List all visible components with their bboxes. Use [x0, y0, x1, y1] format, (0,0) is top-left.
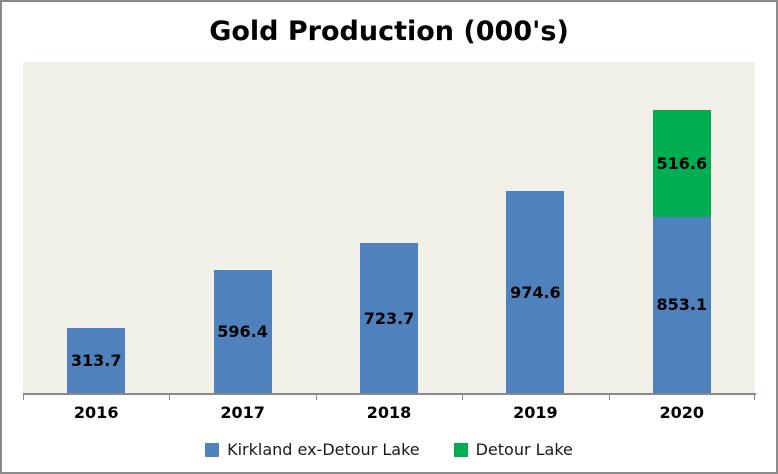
legend-marker-detour: [453, 442, 468, 457]
x-axis-line: [23, 393, 756, 395]
x-axis-label-2017: 2017: [220, 403, 265, 422]
axis-tick: [169, 395, 171, 400]
bar-segment-2020-kirkland: 853.1: [652, 216, 711, 393]
legend-marker-kirkland: [205, 442, 220, 457]
chart-title: Gold Production (000's): [209, 16, 569, 47]
bar-segment-2018-kirkland: 723.7: [360, 243, 418, 393]
axis-tick: [754, 395, 755, 400]
data-label: 596.4: [217, 321, 268, 341]
bar-segment-2019-kirkland: 974.6: [506, 191, 565, 393]
data-label: 516.6: [656, 153, 708, 173]
bar-segment-2016-kirkland: 313.7: [67, 328, 126, 393]
data-label: 853.1: [656, 295, 708, 315]
chart-legend: Kirkland ex-Detour Lake Detour Lake: [2, 440, 776, 459]
axis-tick: [315, 395, 317, 400]
axis-tick: [462, 395, 464, 400]
legend-label: Detour Lake: [475, 440, 573, 459]
bar-segment-2017-kirkland: 596.4: [213, 269, 272, 393]
data-label: 974.6: [510, 282, 561, 302]
bar-segment-2020-detour: 516.6: [652, 109, 711, 217]
plot-area: 313.7 596.4 723.7 974.6 853.1 516.6: [23, 62, 755, 393]
data-label: 313.7: [70, 351, 122, 371]
legend-item-kirkland: Kirkland ex-Detour Lake: [205, 440, 420, 459]
axis-tick: [608, 395, 610, 400]
data-label: 723.7: [363, 308, 415, 328]
x-axis-label-2018: 2018: [366, 403, 412, 422]
x-axis-label-2019: 2019: [513, 403, 558, 422]
x-axis-label-2016: 2016: [73, 403, 119, 422]
legend-label: Kirkland ex-Detour Lake: [227, 440, 420, 459]
legend-item-detour: Detour Lake: [453, 440, 573, 459]
x-axis-label-2020: 2020: [659, 403, 705, 422]
axis-tick: [23, 395, 24, 400]
